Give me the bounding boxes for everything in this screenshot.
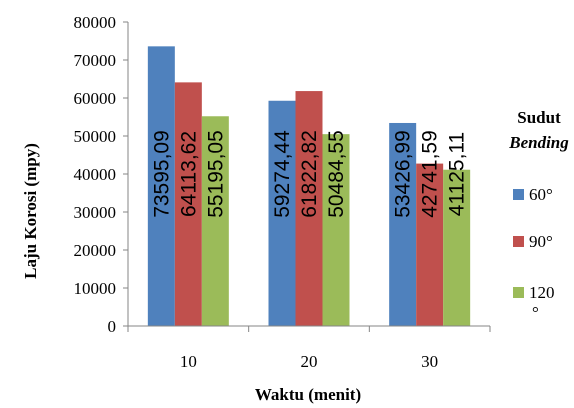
- legend-title: Sudut: [517, 108, 561, 127]
- legend-title-italic: Bending: [508, 133, 569, 152]
- bar: [201, 116, 229, 326]
- y-tick-label: 10000: [74, 279, 117, 298]
- data-label: 42741,59: [419, 130, 442, 218]
- legend-swatch: [513, 287, 524, 298]
- x-tick-label: 10: [180, 352, 197, 371]
- legend-label: 90°: [529, 232, 553, 251]
- y-tick-label: 30000: [74, 203, 117, 222]
- bar: [322, 134, 350, 326]
- bar: [443, 169, 471, 326]
- data-label: 50484,55: [325, 130, 348, 218]
- y-tick-label: 80000: [74, 13, 117, 32]
- legend-label: 60°: [529, 185, 553, 204]
- y-tick-label: 40000: [74, 165, 117, 184]
- bar: [389, 122, 417, 326]
- y-tick-label: 60000: [74, 89, 117, 108]
- legend-swatch: [513, 236, 524, 247]
- data-label: 73595,09: [150, 130, 173, 218]
- data-label: 59274,44: [271, 130, 294, 218]
- legend-label-continued: °: [532, 303, 539, 322]
- data-label: 53426,99: [392, 130, 415, 218]
- data-labels: 73595,09 64113,62 55195,05 59274,44 61822,82…: [150, 130, 468, 218]
- legend: Sudut Bending 60° 90° 120°: [508, 108, 569, 322]
- data-label: 64113,62: [177, 131, 200, 217]
- axes: [127, 22, 490, 327]
- y-tick-label: 50000: [74, 127, 117, 146]
- y-tick-label: 20000: [74, 241, 117, 260]
- bar: [416, 163, 444, 326]
- legend-label: 120: [529, 283, 555, 302]
- bar: [147, 46, 175, 327]
- x-tick-label: 20: [301, 352, 318, 371]
- x-axis-title: Waktu (menit): [255, 385, 361, 404]
- bar: [268, 100, 296, 326]
- y-tick-label: 70000: [74, 51, 117, 70]
- data-label: 61822,82: [298, 130, 321, 218]
- y-axis-ticks: 0 10000 20000 30000 40000 50000 60000 70000 8000…: [74, 13, 128, 336]
- y-axis-title: Laju Korosi (mpy): [21, 143, 40, 279]
- y-tick-label: 0: [108, 317, 117, 336]
- bars: [147, 46, 471, 327]
- x-tick-label: 30: [421, 352, 438, 371]
- bar: [295, 91, 323, 327]
- data-label: 41125,11: [446, 132, 469, 216]
- legend-swatch: [513, 189, 524, 200]
- data-label: 55195,05: [204, 130, 227, 218]
- bar: [174, 82, 202, 326]
- x-axis-ticks: 10 20 30: [127, 326, 491, 371]
